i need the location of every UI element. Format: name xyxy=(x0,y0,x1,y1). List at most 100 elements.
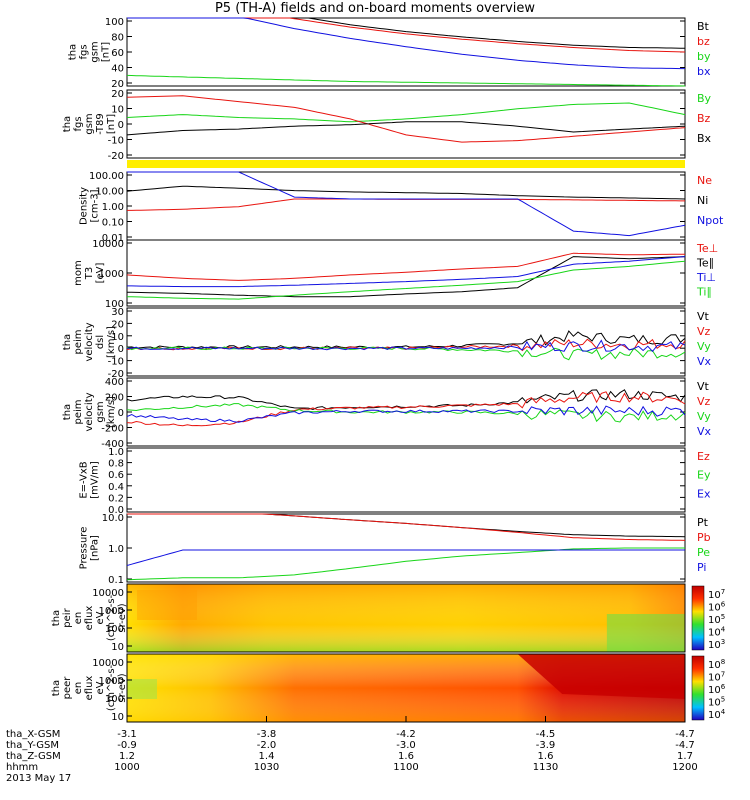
legend-entry: Vz xyxy=(697,395,711,408)
y-axis-label: tha xyxy=(51,680,62,696)
x-axis-row-label: hhmm xyxy=(6,762,38,773)
series-line-2 xyxy=(126,391,686,427)
y-tick-label: 1.0 xyxy=(108,544,124,555)
spectrogram-warm-region xyxy=(137,590,197,620)
panel-frame xyxy=(126,17,686,87)
y-tick-label: 0.8 xyxy=(108,459,124,470)
date-label: 2013 May 17 xyxy=(6,773,71,784)
y-tick-label: 200 xyxy=(105,393,124,404)
x-tick-label: 1000 xyxy=(114,762,139,773)
y-tick-label: 10000 xyxy=(92,588,124,599)
y-axis-label: gsm xyxy=(90,41,101,62)
legend-entry: Bx xyxy=(697,132,712,145)
y-tick-label: 1.00 xyxy=(102,202,124,213)
legend-entry: Bz xyxy=(697,112,711,125)
y-axis-label: tha xyxy=(62,404,73,420)
y-tick-label: 0.01 xyxy=(102,233,124,244)
y-tick-label: 60 xyxy=(111,48,124,59)
x-tick-label: -2.0 xyxy=(257,740,277,751)
y-axis-label: fgs xyxy=(73,116,84,131)
legend-entry: Ti⊥ xyxy=(696,271,716,284)
y-axis-label: mom xyxy=(73,260,84,286)
x-tick-label: -3.9 xyxy=(536,740,556,751)
legend-entry: Pb xyxy=(697,531,711,544)
y-tick-label: 20 xyxy=(111,89,124,100)
y-tick-label: 100 xyxy=(105,299,124,310)
colorbar-tick-label: 105 xyxy=(708,696,725,709)
y-axis-label: en xyxy=(73,612,84,625)
colorbar-tick-label: 104 xyxy=(708,708,726,721)
colorbar-tick-label: 104 xyxy=(708,626,726,639)
series-line-3 xyxy=(126,403,686,423)
y-axis-label: [cm-3] xyxy=(90,189,101,222)
panel-3 xyxy=(127,160,685,168)
panel-frame xyxy=(126,307,686,377)
legend-entry: Pe xyxy=(697,546,710,559)
y-tick-label: -20 xyxy=(108,151,124,162)
y-axis-label: velocity xyxy=(84,392,95,431)
y-tick-label: 1000 xyxy=(99,269,124,280)
y-tick-label: 10000 xyxy=(92,658,124,669)
y-axis-label: E=-VxB xyxy=(79,461,90,498)
series-line-2 xyxy=(126,256,686,298)
legend-entry: bx xyxy=(697,65,711,78)
y-axis-label: sr-eV) xyxy=(117,673,128,702)
x-tick-label: -0.9 xyxy=(117,740,137,751)
y-tick-label: 1.0 xyxy=(108,447,124,458)
panel-5: 10000 1000 100 Te⊥ Te∥Ti⊥ Ti∥ mom T3 [eV] xyxy=(73,239,718,310)
y-axis-label: [km/s] xyxy=(106,396,117,428)
x-tick-label: -4.5 xyxy=(536,729,556,740)
x-tick-label: 1130 xyxy=(533,762,558,773)
y-axis-label: tha xyxy=(62,334,73,350)
panel-frame xyxy=(126,239,686,307)
y-axis-label: tha xyxy=(68,44,79,60)
y-tick-label: 10 xyxy=(111,105,124,116)
colorbar xyxy=(691,655,705,721)
y-axis-label: gsm xyxy=(95,401,106,422)
y-tick-label: -20 xyxy=(108,369,124,380)
legend-entry: Ez xyxy=(697,450,710,463)
legend-entry: Ex xyxy=(697,487,711,500)
legend-entry: Npot xyxy=(697,214,724,227)
quality-flag-bar xyxy=(127,160,685,168)
legend-entry: Pt xyxy=(697,516,709,529)
colorbar-tick-label: 107 xyxy=(708,671,725,684)
panel-4: 100.00 10.00 1.00 0.10 0.01 Ne Ni Npot Density [c… xyxy=(79,171,724,244)
y-tick-label: 100.00 xyxy=(89,171,124,182)
legend-entry: Vt xyxy=(697,380,710,393)
y-axis-label: [km/s] xyxy=(106,326,117,358)
legend-entry: By xyxy=(697,92,712,105)
legend-entry: bz xyxy=(697,35,710,48)
y-axis-label: eV xyxy=(95,611,106,624)
series-line-4 xyxy=(126,260,686,300)
y-axis-label: T3 xyxy=(84,267,95,280)
series-line-3 xyxy=(127,256,686,288)
x-tick-label: 1100 xyxy=(393,762,418,773)
y-tick-label: 1000 xyxy=(99,676,124,687)
x-tick-label: -3.1 xyxy=(117,729,137,740)
panel-frame xyxy=(126,583,686,653)
y-tick-label: 0 xyxy=(118,344,124,355)
x-tick-label: -4.7 xyxy=(675,740,695,751)
legend-entry: Vz xyxy=(697,325,711,338)
y-tick-label: 10000 xyxy=(92,239,124,250)
y-tick-label: 0.0 xyxy=(108,505,124,516)
y-axis-label: (cm^2-s- xyxy=(106,664,117,711)
x-tick-label: 1.6 xyxy=(398,751,414,762)
panel-7: 400 200 0 -200 -400 Vt Vz Vy Vx tha peim velocity gs… xyxy=(62,377,712,450)
legend-entry: Vx xyxy=(697,425,712,438)
x-axis-row-label: tha_X-GSM xyxy=(6,729,60,740)
series-line-4 xyxy=(126,405,686,423)
x-axis-row-label: tha_Y-GSM xyxy=(6,740,59,751)
y-tick-label: 0.4 xyxy=(108,482,124,493)
y-tick-label: 400 xyxy=(105,377,124,388)
colorbar-tick-label: 106 xyxy=(708,601,726,614)
y-axis-label: fgs xyxy=(79,44,90,59)
y-axis-label: peir xyxy=(62,607,73,627)
y-tick-label: -200 xyxy=(101,424,124,435)
legend-entry: Ti∥ xyxy=(696,286,712,299)
spectrogram-low-region xyxy=(606,614,685,652)
